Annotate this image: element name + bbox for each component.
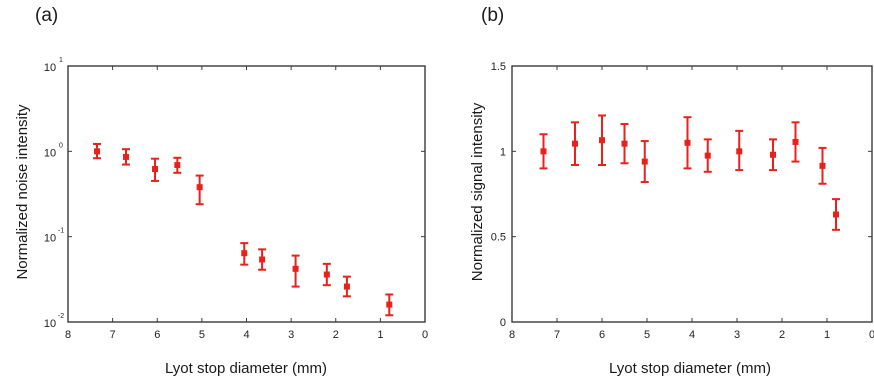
panel-b-y-tick-label: 0 [500, 317, 506, 329]
panel-b-marker-square [572, 140, 578, 147]
panel-a-y-axis-title: Normalized noise intensity [14, 104, 31, 280]
panel-a-data-point [173, 156, 182, 174]
panel-a-data-point [240, 242, 249, 266]
panel-b-marker-square [833, 211, 839, 218]
panel-a-marker-square [174, 162, 181, 169]
panel-b-x-tick-label: 2 [779, 329, 785, 341]
panel-b-data-point [791, 121, 800, 163]
panel-b-y-axis-title: Normalized signal intensity [469, 102, 486, 281]
panel-b-y-tick-label: 1 [500, 146, 506, 158]
panel-a-x-tick-label: 7 [110, 329, 116, 341]
panel-a-noise-chart: (a) Normalized noise intensity Lyot stop… [14, 5, 428, 377]
panel-a-x-tick-label: 5 [199, 329, 205, 341]
panel-a-y-tick-label: 10 [44, 147, 56, 159]
panel-a-marker-square [323, 271, 330, 278]
panel-b-y-tick-label: 1.5 [491, 61, 506, 73]
panel-a-x-tick-label: 8 [65, 329, 71, 341]
panel-a-marker-square [259, 256, 266, 263]
panel-a-y-tick-exponent: -1 [58, 228, 64, 235]
panel-a-y-tick-label: 10 [44, 233, 56, 245]
panel-b-y-tick-label: 0.5 [491, 232, 506, 244]
panel-a-x-tick-label: 1 [377, 329, 383, 341]
panel-b-data-point [832, 198, 840, 231]
panel-a-data-point [93, 142, 102, 160]
panel-b-data-point [703, 138, 712, 173]
panel-b-signal-chart: (b) Normalized signal intensity Lyot sto… [469, 5, 874, 377]
panel-a-marker-square [196, 184, 203, 191]
panel-a-x-tick-label: 2 [333, 329, 339, 341]
panel-a-marker-square [152, 166, 159, 173]
panel-a-data-point [322, 262, 331, 287]
panel-a-x-tick-label: 3 [288, 329, 294, 341]
panel-b-data-point [598, 114, 606, 166]
panel-b-marker-square [641, 158, 648, 165]
panel-b-data-point [571, 121, 579, 166]
panel-b-marker-square [792, 138, 799, 145]
panel-label-a: (a) [35, 5, 58, 26]
panel-a-y-tick-label: 10 [44, 62, 56, 74]
panel-b-data-point [735, 129, 744, 172]
panel-a-y-tick-exponent: 1 [59, 57, 63, 64]
panel-a-marker-square [241, 250, 248, 257]
panel-a-marker-square [292, 265, 299, 272]
panel-a-marker-square [343, 283, 350, 290]
panel-a-marker-square [94, 148, 101, 155]
panel-b-marker-square [704, 152, 711, 159]
panel-b-data-point [683, 116, 692, 170]
panel-a-x-tick-label: 6 [154, 329, 160, 341]
panel-a-x-tick-label: 4 [243, 329, 249, 341]
panel-b-marker-square [736, 148, 743, 155]
panel-b-marker-square [819, 162, 826, 169]
panel-a-data-point [385, 293, 394, 317]
panel-a-x-tick-label: 0 [422, 329, 428, 341]
panel-b-marker-square [684, 139, 691, 146]
panel-b-x-tick-label: 3 [734, 329, 740, 341]
panel-b-data-point [769, 138, 777, 172]
panel-b-plot-frame [511, 65, 873, 323]
panel-b-marker-square [621, 140, 628, 147]
panel-b-marker-square [599, 137, 605, 144]
panel-b-marker-square [540, 148, 547, 155]
panel-a-marker-square [123, 153, 130, 160]
panel-b-x-tick-label: 6 [599, 329, 605, 341]
panel-a-y-tick-label: 10 [44, 318, 56, 330]
panel-b-data-point [539, 133, 548, 170]
panel-a-y-axis-title-wrap: Normalized noise intensity [14, 104, 31, 280]
panel-b-marker-square [770, 151, 776, 158]
panel-a-data-point [151, 157, 160, 182]
panel-b-data-point [620, 123, 629, 165]
panel-a-plot-frame [67, 65, 426, 323]
panel-a-data-point [258, 248, 267, 271]
panel-a-data-point [291, 254, 300, 288]
panel-b-x-axis-title: Lyot stop diameter (mm) [609, 360, 771, 377]
panel-b-data-point [640, 140, 649, 184]
panel-b-x-tick-label: 8 [509, 329, 515, 341]
panel-a-data-point [122, 148, 131, 166]
panel-label-b: (b) [481, 5, 504, 26]
panel-b-x-tick-label: 7 [554, 329, 560, 341]
panel-b-y-axis-title-wrap: Normalized signal intensity [469, 102, 486, 281]
panel-b-x-tick-label: 5 [644, 329, 650, 341]
panel-a-marker-square [386, 301, 393, 308]
panel-a-x-axis-title: Lyot stop diameter (mm) [165, 360, 327, 377]
panel-b-x-tick-label: 0 [869, 329, 874, 341]
panel-b-x-tick-label: 1 [824, 329, 830, 341]
panel-a-data-point [195, 174, 204, 206]
panel-a-y-tick-exponent: -2 [58, 313, 64, 320]
panel-a-y-tick-exponent: 0 [59, 142, 63, 149]
panel-a-data-point [342, 275, 351, 298]
panel-b-data-point [818, 146, 827, 185]
panel-b-x-tick-label: 4 [689, 329, 695, 341]
